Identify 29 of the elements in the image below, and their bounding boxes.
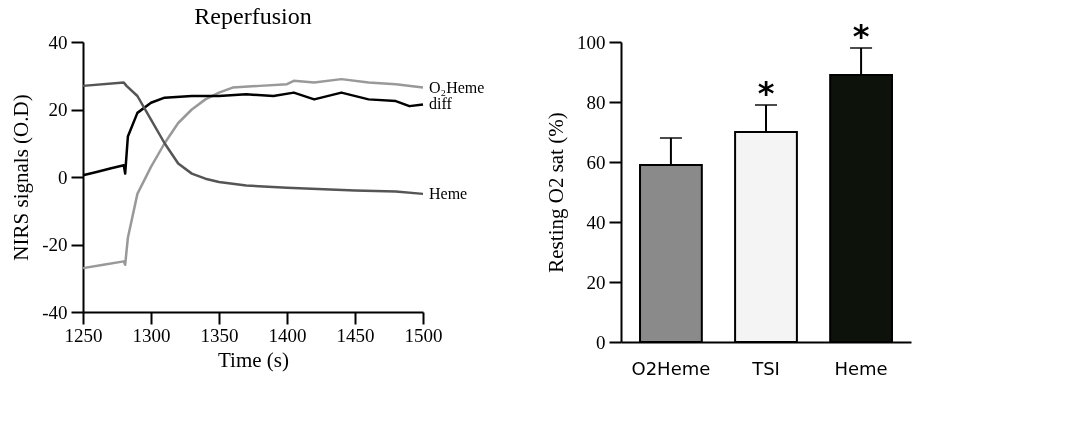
x-tick-label: O2Heme bbox=[631, 357, 711, 379]
x-tick-label: Heme bbox=[834, 357, 888, 379]
y-tick-label: 100 bbox=[577, 31, 606, 53]
x-tick-label: 1250 bbox=[64, 324, 103, 346]
y-tick-label: 80 bbox=[586, 91, 606, 113]
series-label: Heme bbox=[429, 184, 468, 202]
x-tick-label: 1500 bbox=[404, 324, 443, 346]
series-label: diff bbox=[429, 95, 453, 113]
y-tick-label: 40 bbox=[48, 31, 68, 53]
y-tick-label: 0 bbox=[58, 166, 68, 188]
x-tick-label: TSI bbox=[751, 357, 780, 379]
chart-title: Reperfusion bbox=[194, 3, 312, 29]
y-tick-label: -40 bbox=[42, 301, 68, 323]
x-axis-title: Time (s) bbox=[218, 347, 289, 372]
y-tick-label: 20 bbox=[586, 271, 606, 293]
y-axis-title: Resting O2 sat (%) bbox=[544, 112, 568, 273]
x-tick-label: 1400 bbox=[268, 324, 307, 346]
y-tick-label: -20 bbox=[42, 234, 68, 255]
x-tick-label: 1350 bbox=[200, 324, 239, 346]
x-tick-label: 1450 bbox=[336, 324, 375, 346]
y-axis-title: NIRS signals (O.D) bbox=[9, 94, 34, 261]
y-tick-label: 40 bbox=[586, 211, 606, 233]
x-tick-label: 1300 bbox=[132, 324, 171, 346]
y-tick-label: 60 bbox=[586, 151, 606, 173]
annotation: * bbox=[852, 17, 870, 55]
annotation: * bbox=[757, 74, 775, 112]
y-tick-label: 20 bbox=[48, 99, 68, 120]
y-tick-label: 0 bbox=[596, 331, 606, 353]
series-label: O₂Heme bbox=[429, 78, 485, 96]
